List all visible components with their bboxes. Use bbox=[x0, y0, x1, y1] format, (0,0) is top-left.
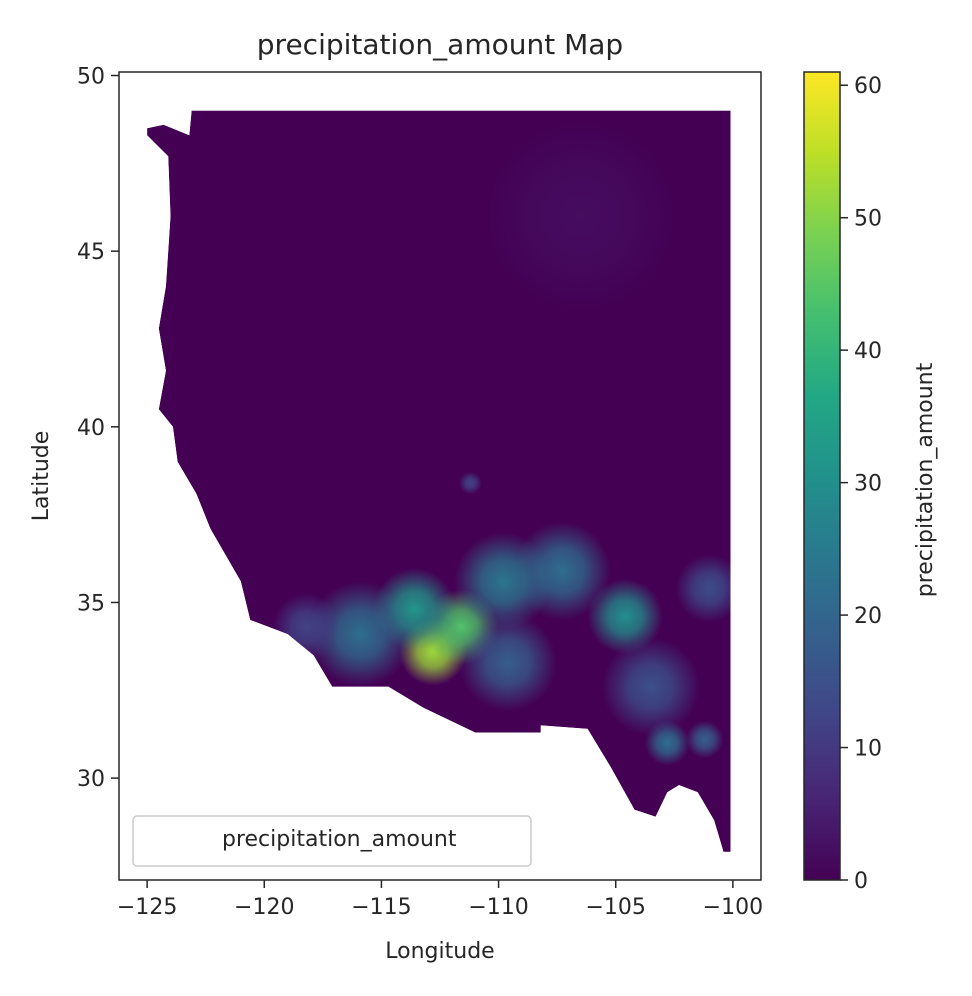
x-tick-label: −110 bbox=[468, 895, 528, 920]
precip-hotspot bbox=[686, 720, 724, 759]
colorbar-tick-label: 60 bbox=[854, 74, 882, 99]
precip-hotspot bbox=[587, 579, 663, 655]
x-axis: −125 −120 −115 −110 −105 −100 bbox=[117, 880, 763, 920]
colorbar-ticks: 0 10 20 30 40 50 60 bbox=[840, 74, 882, 894]
precipitation-hotspots bbox=[272, 122, 731, 766]
x-axis-title: Longitude bbox=[385, 939, 494, 964]
colorbar-frame bbox=[803, 71, 841, 881]
precip-hotspot bbox=[513, 522, 611, 620]
precip-hotspot bbox=[272, 593, 341, 661]
legend: precipitation_amount bbox=[132, 815, 532, 867]
precip-hotspot bbox=[459, 471, 482, 495]
precip-hotspot bbox=[486, 122, 675, 310]
legend-entry-label: precipitation_amount bbox=[222, 827, 457, 852]
x-tick-label: −105 bbox=[586, 895, 646, 920]
plot-area bbox=[147, 110, 731, 852]
y-tick-label: 45 bbox=[77, 240, 105, 265]
precip-hotspot bbox=[459, 613, 557, 711]
precip-hotspot bbox=[675, 554, 731, 623]
colorbar-tick-label: 10 bbox=[854, 737, 882, 762]
precip-hotspot bbox=[602, 638, 700, 736]
y-tick-label: 40 bbox=[77, 416, 105, 441]
y-tick-label: 35 bbox=[77, 591, 105, 616]
colorbar-tick-label: 30 bbox=[854, 472, 882, 497]
colorbar-tick-label: 40 bbox=[854, 339, 882, 364]
axes-frame bbox=[118, 71, 762, 881]
colorbar-gradient bbox=[804, 72, 840, 880]
y-axis: 30 35 40 45 50 bbox=[77, 65, 119, 792]
colorbar-label: precipitation_amount bbox=[913, 362, 938, 597]
colorbar: 0 10 20 30 40 50 60 precipitation_amount bbox=[803, 71, 938, 894]
y-axis-title: Latitude bbox=[29, 431, 54, 522]
x-tick-label: −125 bbox=[117, 895, 177, 920]
y-tick-label: 50 bbox=[77, 65, 105, 90]
y-tick-label: 30 bbox=[77, 767, 105, 792]
x-tick-label: −100 bbox=[703, 895, 763, 920]
colorbar-tick-label: 20 bbox=[854, 604, 882, 629]
chart-title: precipitation_amount Map bbox=[257, 28, 623, 61]
colorbar-tick-label: 0 bbox=[854, 869, 868, 894]
colorbar-tick-label: 50 bbox=[854, 207, 882, 232]
precipitation-map bbox=[147, 110, 731, 852]
x-tick-label: −115 bbox=[351, 895, 411, 920]
x-tick-label: −120 bbox=[234, 895, 294, 920]
legend-box bbox=[132, 815, 532, 867]
